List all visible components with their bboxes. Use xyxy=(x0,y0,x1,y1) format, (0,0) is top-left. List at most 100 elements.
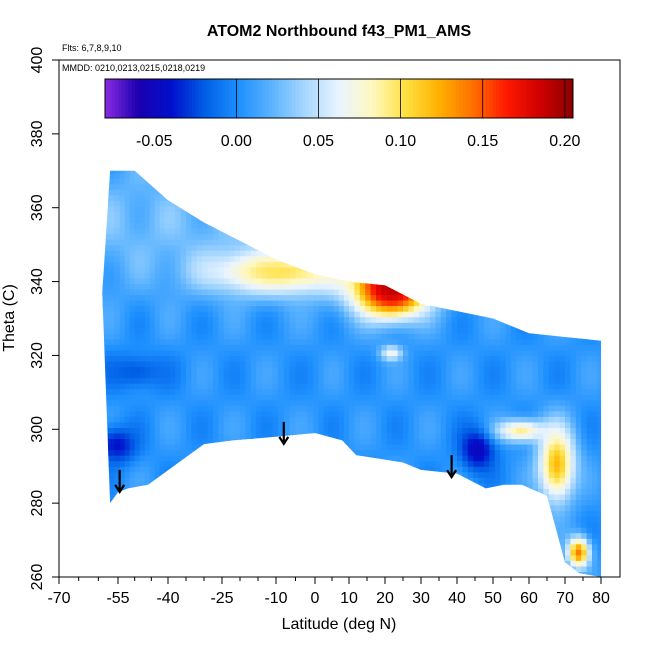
heatmap-cell xyxy=(446,372,453,379)
heatmap-cell xyxy=(289,427,297,434)
heatmap-cell xyxy=(446,527,453,534)
heatmap-cell xyxy=(267,322,273,329)
heatmap-cell xyxy=(154,538,161,545)
heatmap-cell xyxy=(301,189,308,196)
heatmap-cell xyxy=(191,449,198,456)
heatmap-cell xyxy=(397,565,404,572)
heatmap-cell xyxy=(129,355,136,362)
heatmap-cell xyxy=(91,439,98,445)
heatmap-cell xyxy=(207,416,214,423)
heatmap-cell xyxy=(376,372,382,379)
heatmap-cell xyxy=(392,549,399,556)
heatmap-cell xyxy=(397,305,404,312)
heatmap-cell xyxy=(376,493,382,500)
heatmap-cell xyxy=(267,338,273,345)
heatmap-cell xyxy=(119,239,126,246)
heatmap-cell xyxy=(301,427,308,434)
heatmap-cell xyxy=(301,499,308,506)
heatmap-cell xyxy=(154,532,161,539)
heatmap-cell xyxy=(180,222,187,229)
heatmap-cell xyxy=(359,289,366,296)
heatmap-cell xyxy=(169,361,176,368)
heatmap-cell xyxy=(102,244,103,251)
heatmap-cell xyxy=(301,416,308,423)
heatmap-cell xyxy=(144,316,151,323)
heatmap-cell xyxy=(313,233,319,240)
heatmap-cell xyxy=(318,543,325,550)
heatmap-cell xyxy=(240,305,246,312)
heatmap-cell xyxy=(218,549,225,556)
heatmap-cell xyxy=(213,449,219,456)
heatmap-cell xyxy=(289,532,297,539)
heatmap-cell xyxy=(313,444,319,451)
heatmap-cell xyxy=(419,289,426,296)
heatmap-cell xyxy=(240,344,246,351)
heatmap-cell xyxy=(229,383,236,390)
heatmap-cell xyxy=(102,527,109,534)
heatmap-cell xyxy=(354,244,361,251)
heatmap-cell xyxy=(343,244,350,251)
heatmap-cell xyxy=(301,172,308,179)
heatmap-cell xyxy=(229,272,236,279)
heatmap-cell xyxy=(91,516,98,522)
heatmap-cell xyxy=(108,233,115,240)
heatmap-cell xyxy=(307,283,314,290)
heatmap-cell xyxy=(338,433,345,440)
heatmap-cell xyxy=(289,477,297,484)
heatmap-cell xyxy=(413,344,420,351)
heatmap-cell xyxy=(202,189,209,196)
heatmap-cell xyxy=(318,433,325,440)
heatmap-cell xyxy=(240,543,246,550)
heatmap-cell xyxy=(403,543,409,550)
heatmap-cell xyxy=(213,427,219,434)
heatmap-cell xyxy=(207,527,214,534)
heatmap-cell xyxy=(283,388,291,395)
heatmap-cell xyxy=(229,172,236,179)
heatmap-cell xyxy=(159,294,166,301)
heatmap-cell xyxy=(102,322,103,329)
heatmap-cell xyxy=(338,272,345,279)
heatmap-cell xyxy=(440,233,447,240)
heatmap-cell xyxy=(419,383,426,390)
heatmap-cell xyxy=(139,344,146,351)
heatmap-cell xyxy=(261,289,268,296)
heatmap-cell xyxy=(419,477,426,484)
heatmap-cell xyxy=(338,516,345,523)
heatmap-cell xyxy=(301,532,308,539)
heatmap-cell xyxy=(424,405,431,412)
heatmap-cell xyxy=(234,305,241,312)
heatmap-cell xyxy=(175,261,182,268)
heatmap-cell xyxy=(108,527,115,534)
heatmap-cell xyxy=(338,266,345,273)
heatmap-cell xyxy=(175,172,182,179)
heatmap-cell xyxy=(289,266,297,273)
heatmap-cell xyxy=(338,549,345,556)
heatmap-cell xyxy=(102,444,109,451)
heatmap-cell xyxy=(376,349,382,356)
heatmap-cell xyxy=(333,189,340,196)
heatmap-cell xyxy=(359,560,366,567)
heatmap-cell xyxy=(408,366,415,373)
heatmap-cell xyxy=(196,255,203,262)
heatmap-cell xyxy=(339,162,345,168)
heatmap-cell xyxy=(354,438,361,445)
heatmap-cell xyxy=(218,505,225,512)
heatmap-cell xyxy=(446,449,453,456)
heatmap-cell xyxy=(250,532,257,539)
heatmap-cell xyxy=(129,388,136,395)
heatmap-cell xyxy=(164,427,171,434)
heatmap-cell xyxy=(354,250,361,257)
heatmap-cell xyxy=(124,449,131,456)
heatmap-cell xyxy=(169,427,176,434)
heatmap-cell xyxy=(261,233,268,240)
heatmap-cell xyxy=(359,305,366,312)
heatmap-cell xyxy=(435,410,442,417)
heatmap-cell xyxy=(323,349,330,356)
heatmap-cell xyxy=(435,449,442,456)
heatmap-cell xyxy=(218,444,225,451)
heatmap-cell xyxy=(114,216,121,223)
heatmap-cell xyxy=(430,361,436,368)
heatmap-cell xyxy=(102,394,109,401)
heatmap-cell xyxy=(301,377,308,384)
heatmap-cell xyxy=(349,510,355,517)
